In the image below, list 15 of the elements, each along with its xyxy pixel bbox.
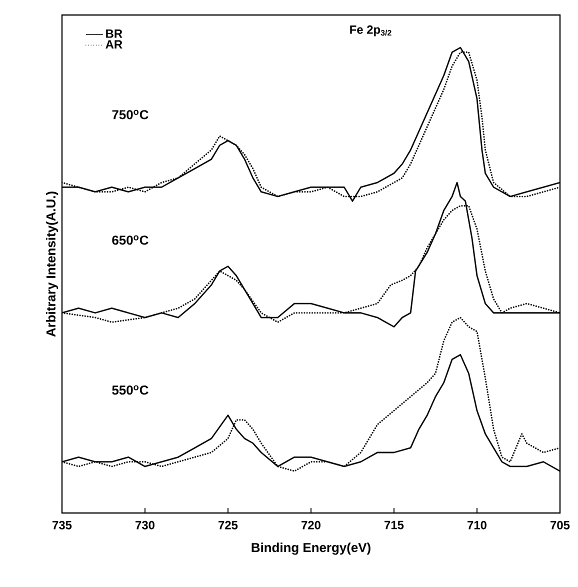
x-tick-label: 735 <box>52 520 72 530</box>
chart-title: Fe 2p$_{3/2}$ <box>350 25 392 36</box>
annotation: 650$^{o}$C <box>112 235 148 245</box>
x-tick-label: 710 <box>468 520 486 530</box>
y-axis-title: Arbitrary Intensity(A.U.) <box>46 192 58 337</box>
x-axis-title: Binding Energy(eV) <box>252 542 370 555</box>
x-tick-label: 730 <box>136 520 154 530</box>
annotation: 550$^{o}$C <box>112 385 148 395</box>
x-tick-label: 720 <box>302 520 320 530</box>
x-tick-label: 705 <box>550 520 570 530</box>
x-tick-label: 715 <box>384 520 404 530</box>
annotation: 750$^{o}$C <box>112 110 148 120</box>
x-tick-label: 725 <box>218 520 238 530</box>
legend-label: AR <box>106 40 122 48</box>
legend-label: BR <box>106 30 122 38</box>
